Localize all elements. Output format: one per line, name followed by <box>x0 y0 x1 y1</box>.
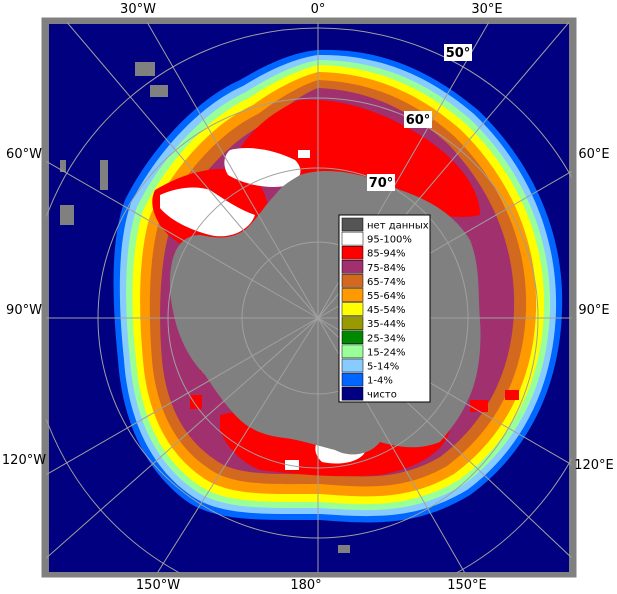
legend-label: 35-44% <box>367 319 406 330</box>
legend-label: 55-64% <box>367 291 406 302</box>
legend-swatch <box>341 316 364 330</box>
legend-label: 25-34% <box>367 333 406 344</box>
lon-label-30e: 30°E <box>471 2 502 17</box>
legend: нет данных 95-100% 85-94% 75-84% 65-74% 55-64… <box>338 214 431 403</box>
legend-label: 15-24% <box>367 347 406 358</box>
lon-label-0: 0° <box>311 2 326 17</box>
lat-label-50: 50° <box>446 46 471 61</box>
legend-swatch <box>341 372 364 387</box>
lon-label-150w: 150°W <box>136 578 180 593</box>
lon-label-150e: 150°E <box>447 578 487 593</box>
legend-swatch <box>341 245 364 260</box>
legend-swatch <box>341 330 364 345</box>
legend-swatch <box>341 274 364 288</box>
lat-label-60: 60° <box>406 113 431 128</box>
lon-label-60e: 60°E <box>578 147 609 162</box>
lon-label-90e: 90°E <box>578 303 609 318</box>
lon-label-60w: 60°W <box>6 147 42 162</box>
legend-label: 95-100% <box>367 235 412 246</box>
legend-label: 75-84% <box>367 263 406 274</box>
lon-label-30w: 30°W <box>120 2 156 17</box>
lat-label-70: 70° <box>369 176 394 191</box>
lon-label-90w: 90°W <box>6 303 42 318</box>
lon-label-180: 180° <box>290 578 321 593</box>
no-data-patches <box>60 62 350 553</box>
legend-label: нет данных <box>367 221 429 232</box>
legend-label: 85-94% <box>367 249 406 260</box>
legend-label: 5-14% <box>367 362 399 373</box>
legend-label: чисто <box>367 390 397 401</box>
legend-swatch <box>341 288 364 302</box>
legend-swatch <box>341 386 364 401</box>
lon-label-120w: 120°W <box>2 453 46 468</box>
legend-swatch <box>341 260 364 274</box>
legend-label: 45-54% <box>367 305 406 316</box>
legend-swatch <box>341 344 364 359</box>
legend-swatch <box>341 358 364 373</box>
lon-label-120e: 120°E <box>574 458 614 473</box>
legend-swatch <box>341 231 364 246</box>
legend-label: 1-4% <box>367 376 393 387</box>
legend-label: 65-74% <box>367 277 406 288</box>
legend-swatch <box>341 302 364 316</box>
legend-swatch <box>341 217 364 232</box>
